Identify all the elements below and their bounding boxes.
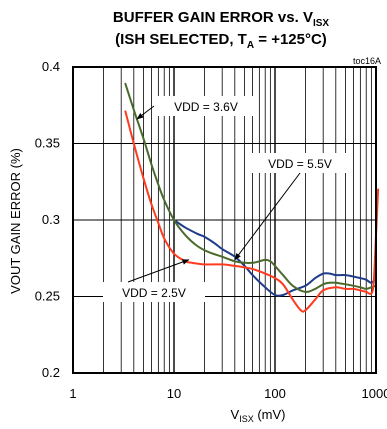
annotation-arrow (234, 172, 301, 261)
annotation-label: VDD = 3.6V (174, 100, 238, 114)
x-tick-label: 1 (69, 386, 76, 401)
chart-title: BUFFER GAIN ERROR vs. VISX (113, 9, 329, 29)
x-tick-label: 10 (167, 386, 181, 401)
plot-frame (72, 66, 377, 374)
y-tick-label: 0.2 (42, 365, 60, 380)
grid-lines (73, 67, 376, 373)
chart-subtitle-subscript: A (247, 40, 254, 51)
annotation-arrow (136, 105, 155, 120)
x-tick-label: 1000 (362, 386, 387, 401)
chart-subtitle-post: = +125°C) (254, 31, 327, 48)
y-tick-labels: 0.2 0.25 0.3 0.35 0.4 (35, 59, 60, 380)
annotation-layer: VDD = 3.6V VDD = 5.5V VDD = 2.5V (103, 96, 352, 302)
y-tick-label: 0.3 (42, 212, 60, 227)
series-annotation: VDD = 2.5V (103, 259, 205, 302)
x-tick-labels: 1 10 100 1000 (69, 386, 387, 401)
x-axis-label: VISX (mV) (231, 407, 286, 424)
chart-subtitle: (ISH SELECTED, TA = +125°C) (115, 31, 327, 51)
y-tick-label: 0.4 (42, 59, 60, 74)
x-axis-label-subscript: ISX (239, 414, 254, 424)
annotation-label: VDD = 2.5V (122, 286, 186, 300)
data-series (124, 82, 380, 313)
y-tick-label: 0.35 (35, 136, 60, 151)
y-axis-label: VOUT GAIN ERROR (%) (8, 148, 23, 294)
x-tick-label: 100 (264, 386, 286, 401)
series-line-vdd-2-5v (124, 110, 380, 313)
series-line-vdd-3-6v (124, 82, 377, 293)
y-tick-label: 0.25 (35, 289, 60, 304)
annotation-arrow (127, 259, 190, 283)
x-axis-label-unit: (mV) (254, 407, 286, 422)
x-axis-label-main: V (231, 407, 240, 422)
chart-title-subscript: ISX (313, 18, 329, 29)
chart-title-main: BUFFER GAIN ERROR vs. V (113, 9, 313, 26)
annotation-label: VDD = 5.5V (268, 157, 332, 171)
chart-subtitle-pre: (ISH SELECTED, T (115, 31, 247, 48)
chart-tag: toc16A (353, 56, 381, 66)
series-annotation: VDD = 3.6V (136, 96, 258, 120)
series-annotation: VDD = 5.5V (234, 153, 352, 261)
